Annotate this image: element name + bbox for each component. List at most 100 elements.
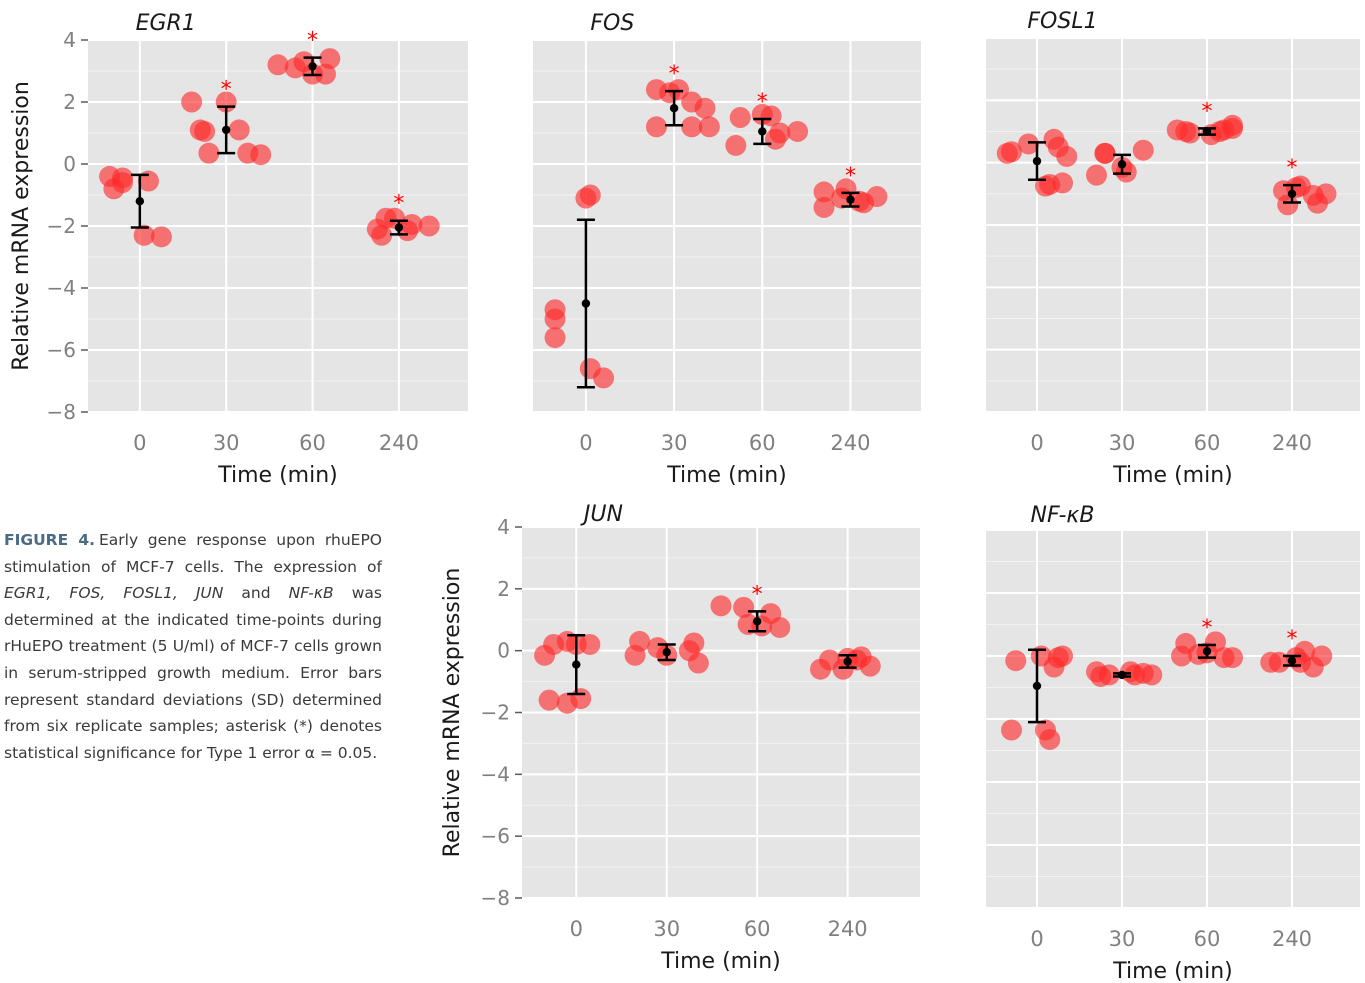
data-point — [760, 105, 782, 127]
data-point — [538, 689, 560, 711]
data-point — [1001, 719, 1022, 741]
data-point — [1052, 172, 1073, 194]
significance-asterisk: * — [757, 90, 768, 115]
data-point — [194, 120, 216, 142]
data-point — [198, 142, 220, 164]
y-tick-label: 2 — [63, 90, 76, 114]
mean-point — [669, 104, 679, 113]
data-point — [1205, 631, 1226, 653]
data-point — [787, 120, 809, 142]
x-tick-label: 0 — [1030, 927, 1043, 951]
x-tick-label: 60 — [1194, 431, 1221, 455]
data-point — [181, 91, 203, 113]
caption-part: NF-κB — [288, 584, 334, 603]
significance-asterisk: * — [752, 582, 763, 607]
data-point — [1086, 164, 1107, 186]
caption-part: EGR1, FOS, FOSL1, JUN — [4, 584, 224, 603]
mean-point — [752, 617, 762, 626]
data-point — [593, 367, 615, 389]
data-point — [250, 144, 272, 166]
mean-point — [581, 299, 591, 308]
data-point — [1315, 183, 1337, 205]
caption-part: and — [223, 584, 289, 603]
significance-asterisk: * — [669, 62, 680, 87]
data-point — [150, 226, 172, 248]
caption-label: FIGURE 4. — [4, 531, 95, 549]
mean-point — [221, 125, 231, 135]
caption-part: Early gene response upon rhuEPO stimulat… — [4, 531, 382, 576]
mean-point — [1287, 656, 1297, 665]
x-tick-label: 60 — [749, 431, 776, 455]
data-point — [1141, 664, 1163, 686]
mean-point — [572, 660, 581, 669]
mean-point — [394, 223, 404, 232]
data-point — [544, 308, 566, 330]
x-axis-title: Time (min) — [1112, 463, 1233, 488]
data-point — [629, 630, 651, 652]
data-point — [1039, 728, 1061, 750]
data-point — [418, 215, 440, 237]
significance-asterisk: * — [1287, 627, 1298, 652]
x-tick-label: 30 — [213, 431, 240, 455]
data-point — [267, 54, 289, 76]
x-tick-label: 30 — [661, 431, 688, 455]
data-point — [579, 184, 601, 206]
mean-point — [1202, 647, 1212, 656]
data-point — [769, 616, 791, 638]
y-tick-label: −4 — [481, 762, 510, 786]
data-point — [813, 181, 835, 203]
data-point — [694, 97, 716, 119]
data-point — [1222, 114, 1243, 136]
data-point — [1001, 141, 1022, 163]
significance-asterisk: * — [307, 29, 318, 54]
data-point — [1179, 122, 1201, 144]
x-tick-label: 60 — [744, 917, 771, 941]
data-point — [1052, 645, 1073, 667]
y-tick-label: −6 — [47, 338, 76, 362]
chart-panel-nf-b: * * 0 30 60 240 Time (min) NF-κB — [986, 503, 1360, 983]
caption-part: was determined at the indicated time-poi… — [4, 584, 382, 762]
x-tick-label: 0 — [133, 431, 146, 455]
panel-title: JUN — [580, 502, 623, 527]
mean-point — [843, 657, 852, 666]
data-point — [866, 186, 888, 208]
data-point — [401, 213, 423, 235]
y-tick-label: 4 — [497, 515, 510, 539]
chart-panel-egr1: * * * 4 2 0 −2 −4 −6 −8 0 30 60 240 Time (min) Relative… — [9, 11, 468, 488]
x-tick-label: 240 — [1272, 927, 1312, 951]
y-tick-label: 0 — [63, 152, 76, 176]
data-point — [687, 652, 709, 674]
x-tick-label: 60 — [299, 431, 326, 455]
data-point — [112, 172, 134, 194]
significance-asterisk: * — [845, 164, 856, 189]
panel-title: EGR1 — [136, 11, 196, 36]
y-tick-label: −2 — [481, 701, 510, 725]
data-point — [729, 107, 751, 128]
x-tick-label: 240 — [379, 431, 419, 455]
x-axis-title: Time (min) — [217, 463, 338, 488]
y-tick-label: 4 — [63, 28, 76, 52]
x-tick-label: 240 — [828, 917, 868, 941]
data-point — [371, 224, 393, 246]
y-tick-label: −6 — [481, 824, 510, 848]
data-point — [813, 196, 835, 218]
mean-point — [308, 62, 317, 71]
x-tick-label: 30 — [1109, 927, 1136, 951]
significance-asterisk: * — [221, 78, 232, 103]
x-tick-label: 30 — [1109, 431, 1136, 455]
significance-asterisk: * — [1202, 99, 1213, 124]
data-point — [544, 327, 566, 349]
mean-point — [846, 195, 855, 204]
mean-point — [662, 648, 671, 657]
data-point — [1018, 133, 1039, 155]
x-tick-label: 0 — [570, 917, 583, 941]
data-point — [1222, 647, 1243, 669]
chart-panel-fosl1: * * 0 30 60 240 Time (min) FOSL1 — [986, 9, 1360, 488]
data-point — [698, 116, 720, 138]
mean-point — [758, 127, 767, 136]
data-point — [570, 688, 592, 710]
data-point — [725, 134, 747, 156]
mean-point — [1032, 681, 1042, 691]
panel-title: FOS — [590, 11, 634, 36]
mean-point — [135, 197, 145, 206]
